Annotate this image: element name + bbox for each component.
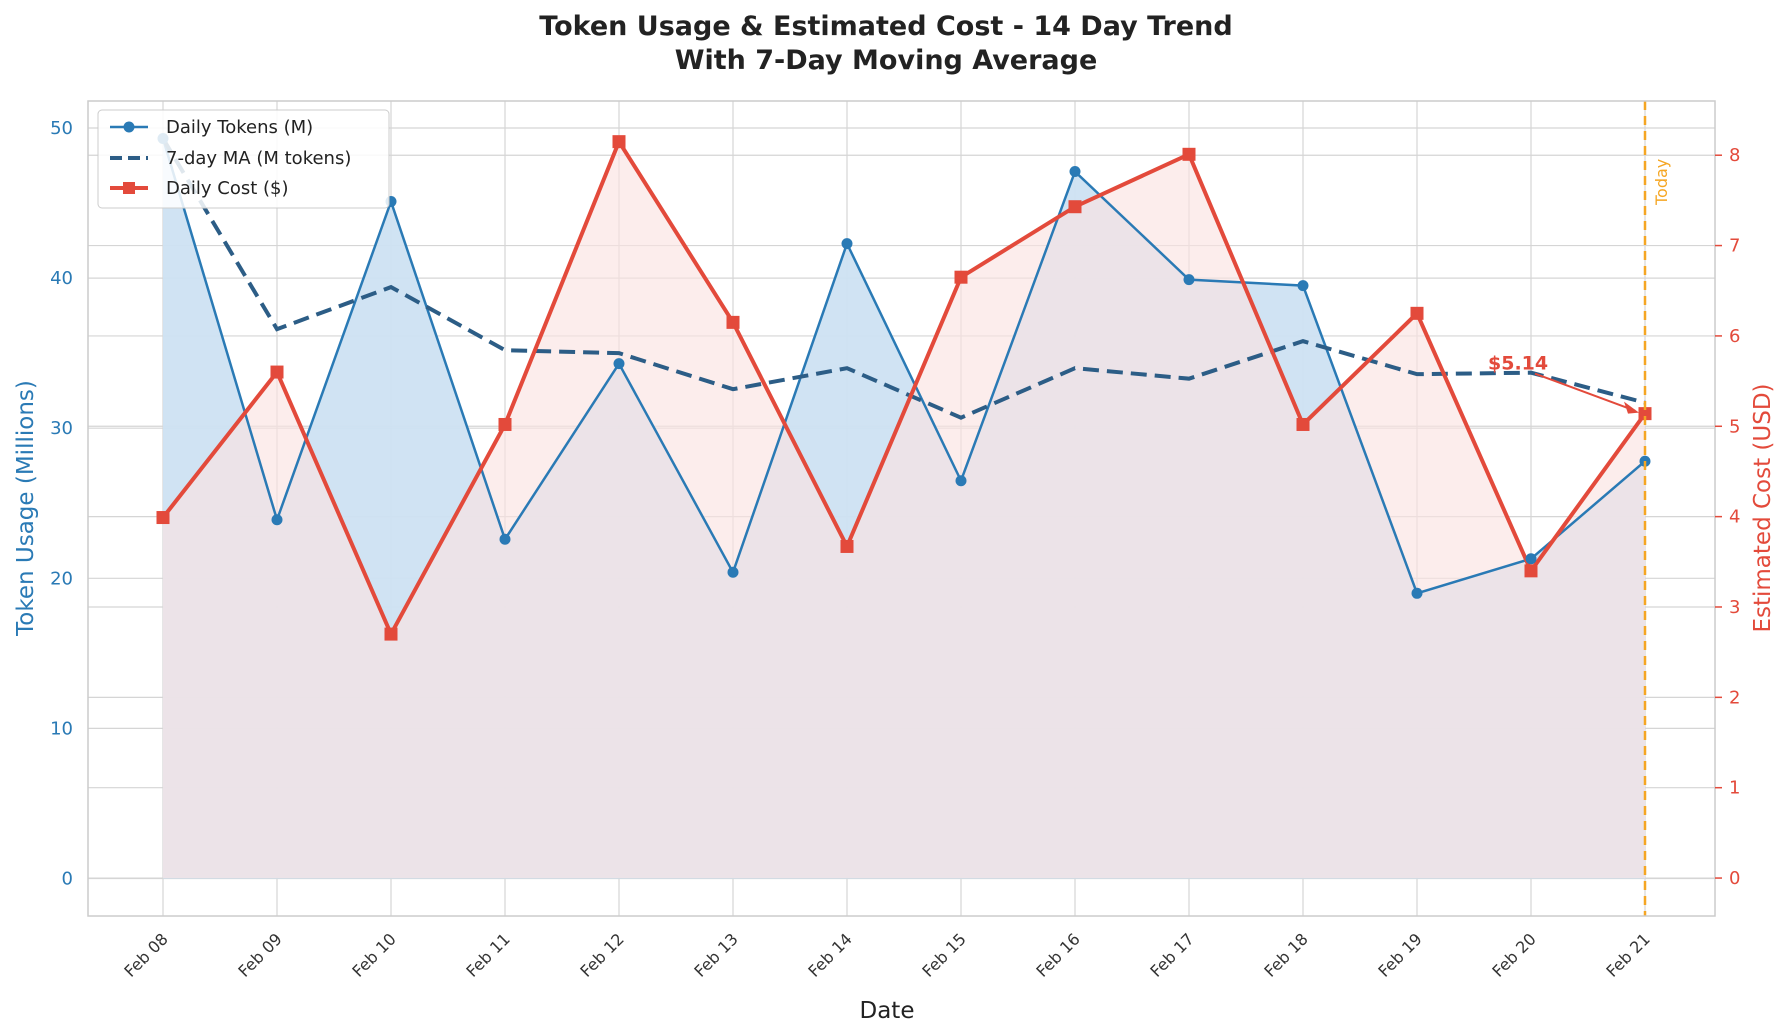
left-tick-label: 20	[50, 568, 73, 589]
tokens-point	[1069, 166, 1081, 178]
cost-point	[1296, 417, 1310, 431]
x-axis-label: Date	[860, 998, 915, 1024]
chart-subtitle: With 7-Day Moving Average	[675, 45, 1098, 76]
tokens-point	[1297, 280, 1309, 292]
legend-box	[97, 109, 390, 209]
cost-point	[1524, 564, 1538, 578]
tokens-point	[613, 358, 625, 370]
today-label: Today	[1652, 159, 1671, 206]
left-tick-label: 40	[50, 268, 73, 289]
annotation-arrowhead	[1624, 401, 1639, 414]
right-tick-label: 7	[1729, 236, 1740, 257]
cost-point	[1638, 407, 1652, 421]
cost-point	[270, 365, 284, 379]
legend-label-ma: 7-day MA (M tokens)	[166, 148, 351, 169]
series-lines	[161, 137, 1647, 639]
cost-point	[612, 135, 626, 149]
cost-point	[1410, 306, 1424, 320]
right-axis-label: Estimated Cost (USD)	[1750, 383, 1776, 632]
cost-point	[1068, 200, 1082, 214]
ma-line	[161, 137, 1646, 420]
right-tick-label: 3	[1729, 597, 1740, 618]
legend-marker-tokens	[123, 121, 135, 133]
right-tick-label: 6	[1729, 326, 1740, 347]
plot-frame	[87, 100, 1716, 917]
cost-point	[384, 627, 398, 641]
right-tick-label: 4	[1729, 507, 1740, 528]
right-axis-ticks: 0 1 2 3 4 5 6 7 8	[1715, 145, 1740, 889]
tokens-point	[841, 238, 853, 250]
cost-point	[840, 539, 854, 553]
annotation-arrow	[1534, 372, 1636, 412]
left-axis-ticks: 0 10 20 30 40 50	[50, 118, 73, 889]
tokens-line	[161, 138, 1646, 595]
left-tick-label: 30	[50, 418, 73, 439]
tokens-point	[1411, 587, 1423, 599]
left-tick-label: 0	[62, 868, 73, 889]
legend: Daily Tokens (M) 7-day MA (M tokens) Dai…	[97, 109, 390, 209]
right-tick-label: 1	[1729, 778, 1740, 799]
right-tick-label: 2	[1729, 687, 1740, 708]
chart-title: Token Usage & Estimated Cost - 14 Day Tr…	[539, 11, 1232, 42]
tokens-point	[271, 514, 283, 526]
right-tick-label: 8	[1729, 145, 1740, 166]
area-fills	[163, 138, 1645, 879]
cost-point	[156, 511, 170, 525]
cost-point	[498, 417, 512, 431]
left-axis-label: Token Usage (Millions)	[13, 380, 39, 637]
tokens-point	[955, 475, 967, 487]
cost-annotation: $5.14	[1488, 353, 1639, 414]
today-marker: Today	[1643, 101, 1671, 916]
cost-area	[163, 141, 1645, 879]
cost-point	[726, 315, 740, 329]
left-tick-label: 10	[50, 718, 73, 739]
tokens-point	[1525, 553, 1537, 565]
cost-line	[161, 137, 1647, 639]
tokens-point	[1183, 274, 1195, 286]
left-tick-label: 50	[50, 118, 73, 139]
annotation-label: $5.14	[1488, 353, 1548, 375]
cost-point	[954, 270, 968, 284]
tokens-point	[499, 533, 511, 545]
right-tick-label: 5	[1729, 416, 1740, 437]
legend-label-tokens: Daily Tokens (M)	[166, 117, 313, 138]
right-tick-label: 0	[1729, 868, 1740, 889]
tokens-point	[727, 566, 739, 578]
legend-marker-cost	[123, 182, 135, 194]
cost-point	[1182, 147, 1196, 161]
legend-label-cost: Daily Cost ($)	[166, 178, 289, 199]
